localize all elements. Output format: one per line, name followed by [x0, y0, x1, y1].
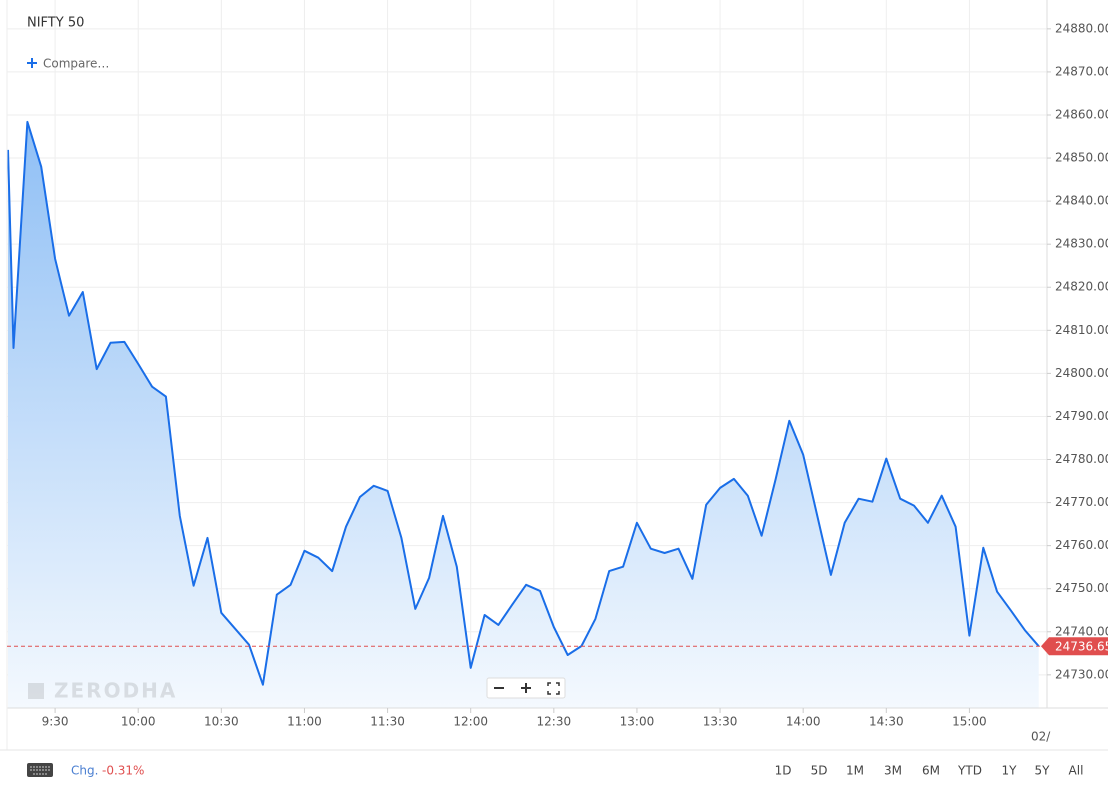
- x-tick-label: 13:30: [703, 715, 738, 729]
- period-button[interactable]: All: [1069, 764, 1084, 778]
- y-tick-label: 24860.00: [1055, 107, 1108, 121]
- plus-icon: [27, 58, 37, 68]
- fit-button[interactable]: [547, 682, 560, 695]
- x-tick-label: 9:30: [42, 715, 69, 729]
- change-label: Chg.: [71, 764, 98, 778]
- x-tick-label: 14:30: [869, 715, 904, 729]
- x-tick-label: 12:30: [537, 715, 572, 729]
- period-button[interactable]: 1Y: [1002, 764, 1018, 778]
- watermark: ZERODHA: [28, 679, 177, 703]
- y-tick-label: 24840.00: [1055, 194, 1108, 208]
- last-price-tag: [1041, 637, 1108, 656]
- change-value: -0.31%: [102, 764, 144, 778]
- period-button[interactable]: 1D: [775, 764, 792, 778]
- period-button[interactable]: 5D: [811, 764, 828, 778]
- x-tick-label: 11:00: [287, 715, 322, 729]
- x-tick-label: 12:00: [453, 715, 488, 729]
- x-tick-label: 10:30: [204, 715, 239, 729]
- y-tick-label: 24730.00: [1055, 667, 1108, 681]
- compare-label[interactable]: Compare…: [43, 57, 109, 71]
- zoom-controls: [486, 677, 566, 699]
- chart-title: NIFTY 50: [27, 16, 84, 31]
- y-tick-label: 24790.00: [1055, 409, 1108, 423]
- y-tick-label: 24740.00: [1055, 624, 1108, 638]
- x-tick-label: 15:00: [952, 715, 987, 729]
- grid: [7, 0, 1047, 708]
- x-tick-label: 13:00: [620, 715, 655, 729]
- keyboard-icon[interactable]: [27, 763, 53, 777]
- y-tick-label: 24830.00: [1055, 237, 1108, 251]
- period-button[interactable]: 5Y: [1035, 764, 1051, 778]
- watermark-text: ZERODHA: [54, 679, 177, 703]
- y-tick-label: 24770.00: [1055, 495, 1108, 509]
- period-button[interactable]: YTD: [957, 764, 982, 778]
- last-price-label: 24736.65: [1055, 640, 1108, 654]
- period-button[interactable]: 1M: [846, 764, 864, 778]
- y-tick-label: 24870.00: [1055, 64, 1108, 78]
- area-fill: [8, 121, 1039, 708]
- x-tick-label: 11:30: [370, 715, 405, 729]
- watermark-logo: [28, 683, 44, 699]
- period-button[interactable]: 6M: [922, 764, 940, 778]
- period-button[interactable]: 3M: [884, 764, 902, 778]
- y-tick-label: 24820.00: [1055, 280, 1108, 294]
- y-tick-label: 24880.00: [1055, 21, 1108, 35]
- y-tick-label: 24850.00: [1055, 151, 1108, 165]
- zoom-in[interactable]: [521, 683, 531, 693]
- period-buttons: 1D 5D 1M 3M 6M YTD 1Y 5Y All: [775, 764, 1084, 778]
- plot: [7, 120, 1040, 708]
- x-end-label: 02/: [1031, 730, 1051, 744]
- keyboard-keys: [30, 766, 50, 775]
- x-tick-label: 14:00: [786, 715, 821, 729]
- y-tick-label: 24760.00: [1055, 538, 1108, 552]
- y-tick-label: 24780.00: [1055, 452, 1108, 466]
- y-tick-label: 24800.00: [1055, 366, 1108, 380]
- price-line: [7, 120, 1040, 686]
- y-tick-label: 24750.00: [1055, 581, 1108, 595]
- x-tick-label: 10:00: [121, 715, 156, 729]
- y-tick-label: 24810.00: [1055, 323, 1108, 337]
- compare-button[interactable]: Compare…: [27, 57, 109, 71]
